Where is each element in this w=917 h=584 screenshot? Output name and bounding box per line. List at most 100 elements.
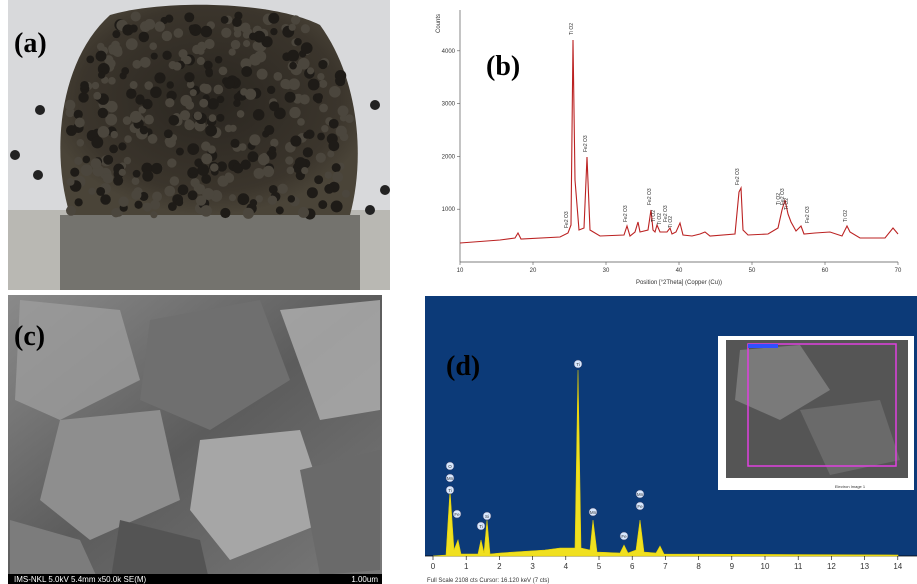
granule (93, 92, 101, 100)
granule (189, 25, 197, 33)
x-tick-label: 20 (530, 268, 537, 274)
granule (118, 196, 129, 207)
granule (189, 167, 197, 175)
granule (126, 38, 138, 50)
granule (317, 133, 325, 141)
granule (83, 156, 91, 164)
granule (287, 167, 295, 175)
element-label: Ti (479, 524, 483, 529)
granule (75, 198, 83, 206)
granule (216, 114, 224, 122)
granule (318, 200, 327, 209)
peak-label: Fe2 O3 (647, 188, 653, 205)
granule (130, 81, 138, 89)
granule (234, 30, 241, 37)
granule (78, 92, 88, 102)
granule (194, 112, 203, 121)
y-tick-label: 1000 (442, 207, 456, 213)
granule (249, 134, 260, 145)
granule (143, 203, 152, 212)
granule (268, 196, 277, 205)
granule (258, 154, 270, 166)
granule (305, 129, 314, 138)
granule (35, 105, 45, 115)
granule (214, 85, 224, 95)
page: {"panels":{ "a":{"label":"(a)"}, "b":{"l… (0, 0, 917, 584)
granule (370, 100, 380, 110)
granule (98, 108, 108, 118)
granule (328, 140, 339, 151)
granule (140, 126, 149, 135)
y-tick-label: 2000 (442, 154, 456, 160)
granule (232, 17, 242, 27)
x-tick-label: 0 (431, 562, 436, 571)
granule (167, 158, 176, 167)
granule (336, 126, 347, 137)
inset-caption: Electron Image 1 (835, 484, 866, 489)
granule (165, 98, 174, 107)
granule (132, 177, 140, 185)
granule (126, 88, 136, 98)
granule (165, 15, 173, 23)
x-tick-label: 13 (860, 562, 869, 571)
granule (118, 142, 126, 150)
granule (231, 40, 240, 49)
granule (243, 40, 250, 47)
granule (75, 118, 85, 128)
figure: 100020003000400010203040506070CountsPosi… (0, 0, 917, 584)
granule (184, 72, 194, 82)
granule (221, 28, 231, 38)
granule (131, 11, 141, 21)
granule (33, 170, 43, 180)
granule (325, 171, 332, 178)
granule (278, 184, 288, 194)
panel-label: (b) (486, 51, 520, 82)
granule (121, 67, 129, 75)
photo-granules (8, 0, 390, 290)
granule (329, 86, 341, 98)
granule (106, 101, 118, 113)
granule (180, 95, 191, 106)
granule (237, 193, 249, 205)
granule (273, 72, 282, 81)
granule (151, 53, 158, 60)
granule (187, 143, 199, 155)
granule (239, 143, 247, 151)
granule (301, 24, 310, 33)
granule (365, 205, 375, 215)
granule (174, 28, 184, 38)
granule (329, 119, 339, 129)
element-label: Ti (448, 488, 452, 493)
granule (230, 139, 239, 148)
granule (184, 12, 194, 22)
panel-label: (a) (14, 28, 47, 59)
granule (317, 73, 324, 80)
granule (314, 175, 323, 184)
granule (133, 170, 141, 178)
granule (135, 95, 145, 105)
granule (207, 98, 218, 109)
granule (130, 111, 142, 123)
eds-chart (425, 296, 917, 584)
granule (70, 168, 79, 177)
granule (66, 125, 77, 136)
granule (67, 178, 75, 186)
x-tick-label: 8 (696, 562, 701, 571)
granule (150, 86, 162, 98)
x-tick-label: 50 (749, 268, 756, 274)
granule (111, 44, 122, 55)
granule (150, 211, 157, 218)
x-tick-label: 40 (676, 268, 683, 274)
granule (245, 89, 256, 100)
granule (162, 51, 171, 60)
granule (237, 110, 245, 118)
granule (289, 62, 297, 70)
granule (264, 125, 274, 135)
footer: Full Scale 2108 cts Cursor: 16.120 keV (… (427, 578, 549, 584)
granule (303, 147, 313, 157)
granule (96, 187, 105, 196)
panel-label: (d) (446, 351, 480, 382)
granule (197, 47, 204, 54)
granule (139, 32, 149, 42)
granule (224, 78, 235, 89)
